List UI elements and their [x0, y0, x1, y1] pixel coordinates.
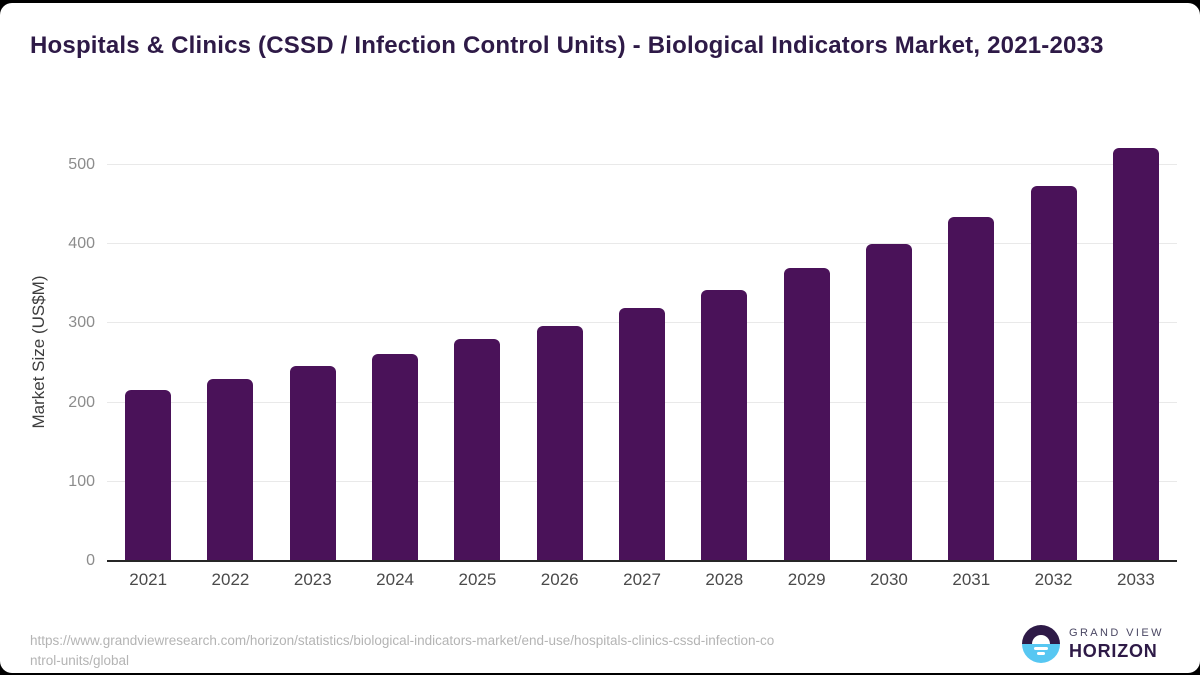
- bar-2028[interactable]: [701, 290, 748, 561]
- bar-slot-2021: [107, 143, 189, 561]
- x-tick-label-2027: 2027: [623, 570, 661, 589]
- bar-slot-2026: [519, 143, 601, 561]
- logo-wordmark: GRAND VIEW HORIZON: [1069, 627, 1164, 662]
- logo-sun-dome: [1032, 635, 1050, 644]
- gridline-500: [107, 164, 1177, 165]
- logo-text-grand-view: GRAND VIEW: [1069, 626, 1164, 639]
- bar-slot-2033: [1095, 143, 1177, 561]
- x-tick-label-2031: 2031: [952, 570, 991, 589]
- y-tick-label-200: 200: [68, 393, 95, 411]
- bar-slot-2027: [601, 143, 683, 561]
- logo-reflection-dash-2: [1037, 652, 1045, 655]
- x-tick-label-2029: 2029: [787, 570, 826, 589]
- x-axis-line: [107, 560, 1177, 562]
- grand-view-horizon-logo: GRAND VIEW HORIZON: [1022, 625, 1164, 663]
- y-tick-label-100: 100: [68, 472, 95, 490]
- source-url-line2: ntrol-units/global: [30, 653, 130, 668]
- x-tick-label-2024: 2024: [376, 570, 414, 589]
- bar-2026[interactable]: [536, 325, 583, 561]
- bar-2024[interactable]: [372, 353, 419, 561]
- bar-slot-2022: [189, 143, 271, 561]
- bar-slot-2032: [1012, 143, 1094, 561]
- bar-2025[interactable]: [454, 339, 501, 561]
- y-tick-label-500: 500: [68, 156, 95, 173]
- gridline-400: [107, 243, 1177, 245]
- bar-2021[interactable]: [125, 389, 172, 561]
- x-tick-label-2026: 2026: [540, 570, 579, 589]
- x-tick-label-2022: 2022: [211, 570, 250, 589]
- source-url-line1: https://www.grandviewresearch.com/horizo…: [30, 633, 775, 648]
- chart-title: Hospitals & Clinics (CSSD / Infection Co…: [30, 32, 1104, 59]
- bar-slot-2023: [272, 143, 354, 561]
- x-tick-label-2032: 2032: [1034, 570, 1073, 589]
- horizon-sun-icon: [1022, 625, 1060, 663]
- bar-2033[interactable]: [1112, 148, 1159, 561]
- y-tick-label-300: 300: [68, 314, 95, 332]
- logo-text-horizon: HORIZON: [1069, 640, 1158, 661]
- bar-2022[interactable]: [207, 378, 254, 561]
- bar-series: [107, 143, 1177, 561]
- logo-sky-half: [1022, 625, 1060, 644]
- plot-area: [107, 143, 1177, 562]
- x-axis-tick-labels: 2021 2022 2023 2024 2025 2026 2027 2028 2029 2030…: [107, 570, 1177, 590]
- x-tick-label-2025: 2025: [458, 570, 497, 589]
- bar-2023[interactable]: [289, 366, 336, 561]
- x-tick-label-2023: 2023: [293, 570, 332, 589]
- bar-slot-2024: [354, 143, 436, 561]
- bar-2031[interactable]: [948, 217, 995, 561]
- x-tick-label-2030: 2030: [870, 570, 908, 589]
- x-tick-label-2021: 2021: [129, 570, 168, 589]
- bar-slot-2031: [930, 143, 1012, 561]
- bar-2032[interactable]: [1030, 185, 1077, 561]
- bar-2029[interactable]: [783, 267, 830, 561]
- x-tick-label-2028: 2028: [705, 570, 744, 589]
- bar-slot-2028: [683, 143, 765, 561]
- bar-slot-2030: [848, 143, 930, 561]
- y-tick-label-0: 0: [86, 552, 95, 569]
- bar-2030[interactable]: [865, 244, 912, 561]
- chart-card: Hospitals & Clinics (CSSD / Infection Co…: [0, 3, 1200, 673]
- logo-reflection-dash-1: [1034, 647, 1048, 650]
- bar-slot-2025: [436, 143, 518, 561]
- bar-slot-2029: [766, 143, 848, 561]
- bar-2027[interactable]: [619, 308, 666, 561]
- y-tick-label-400: 400: [68, 235, 95, 253]
- x-tick-label-2033: 2033: [1116, 570, 1155, 589]
- source-url[interactable]: https://www.grandviewresearch.com/horizo…: [30, 631, 920, 671]
